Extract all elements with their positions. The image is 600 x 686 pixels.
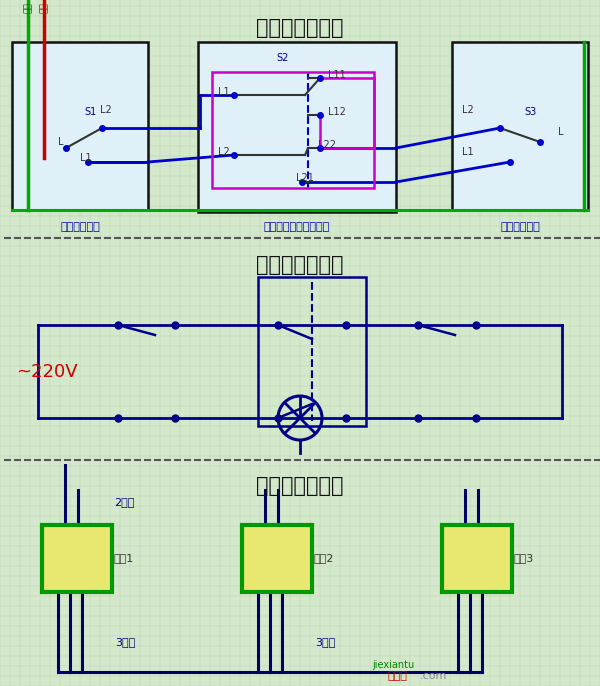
- Text: L: L: [558, 127, 563, 137]
- Text: L2: L2: [100, 105, 112, 115]
- Text: L11: L11: [328, 70, 346, 80]
- Text: L1: L1: [80, 153, 92, 163]
- Text: 三控开关原理图: 三控开关原理图: [256, 255, 344, 275]
- Text: 三控开关接线图: 三控开关接线图: [256, 18, 344, 38]
- Bar: [12, 42, 148, 210]
- Text: 3根线: 3根线: [115, 637, 135, 647]
- Bar: [212, 72, 374, 188]
- Text: 三控开关布线图: 三控开关布线图: [256, 476, 344, 496]
- Text: 单开双控开关: 单开双控开关: [500, 222, 540, 232]
- Text: L12: L12: [328, 107, 346, 117]
- Text: 接线图: 接线图: [388, 671, 408, 681]
- Text: L1: L1: [218, 87, 230, 97]
- Text: 相线: 相线: [23, 2, 32, 13]
- Bar: [442, 525, 512, 592]
- Text: 开关3: 开关3: [514, 553, 534, 563]
- Text: L2: L2: [218, 147, 230, 157]
- Text: .com: .com: [420, 671, 448, 681]
- Text: L: L: [58, 137, 64, 147]
- Bar: [452, 42, 588, 210]
- Text: 火线: 火线: [40, 2, 49, 13]
- Text: L2: L2: [462, 105, 474, 115]
- Text: S3: S3: [524, 107, 536, 117]
- Bar: [242, 525, 312, 592]
- Bar: [42, 525, 112, 592]
- Text: 开关1: 开关1: [114, 553, 134, 563]
- Text: ~220V: ~220V: [16, 363, 77, 381]
- Text: 3根线: 3根线: [315, 637, 335, 647]
- Text: L21: L21: [296, 173, 314, 183]
- Text: L1: L1: [462, 147, 473, 157]
- Text: 单开双控开关: 单开双控开关: [60, 222, 100, 232]
- Text: S1: S1: [84, 107, 96, 117]
- Text: 开关2: 开关2: [314, 553, 334, 563]
- Text: jiexiantu: jiexiantu: [372, 660, 414, 670]
- Bar: [258, 277, 366, 426]
- Text: L22: L22: [318, 140, 336, 150]
- Text: S2: S2: [276, 53, 289, 63]
- Bar: [198, 42, 396, 212]
- Text: 2根线: 2根线: [114, 497, 134, 507]
- Text: 中途开关（三控开关）: 中途开关（三控开关）: [264, 222, 330, 232]
